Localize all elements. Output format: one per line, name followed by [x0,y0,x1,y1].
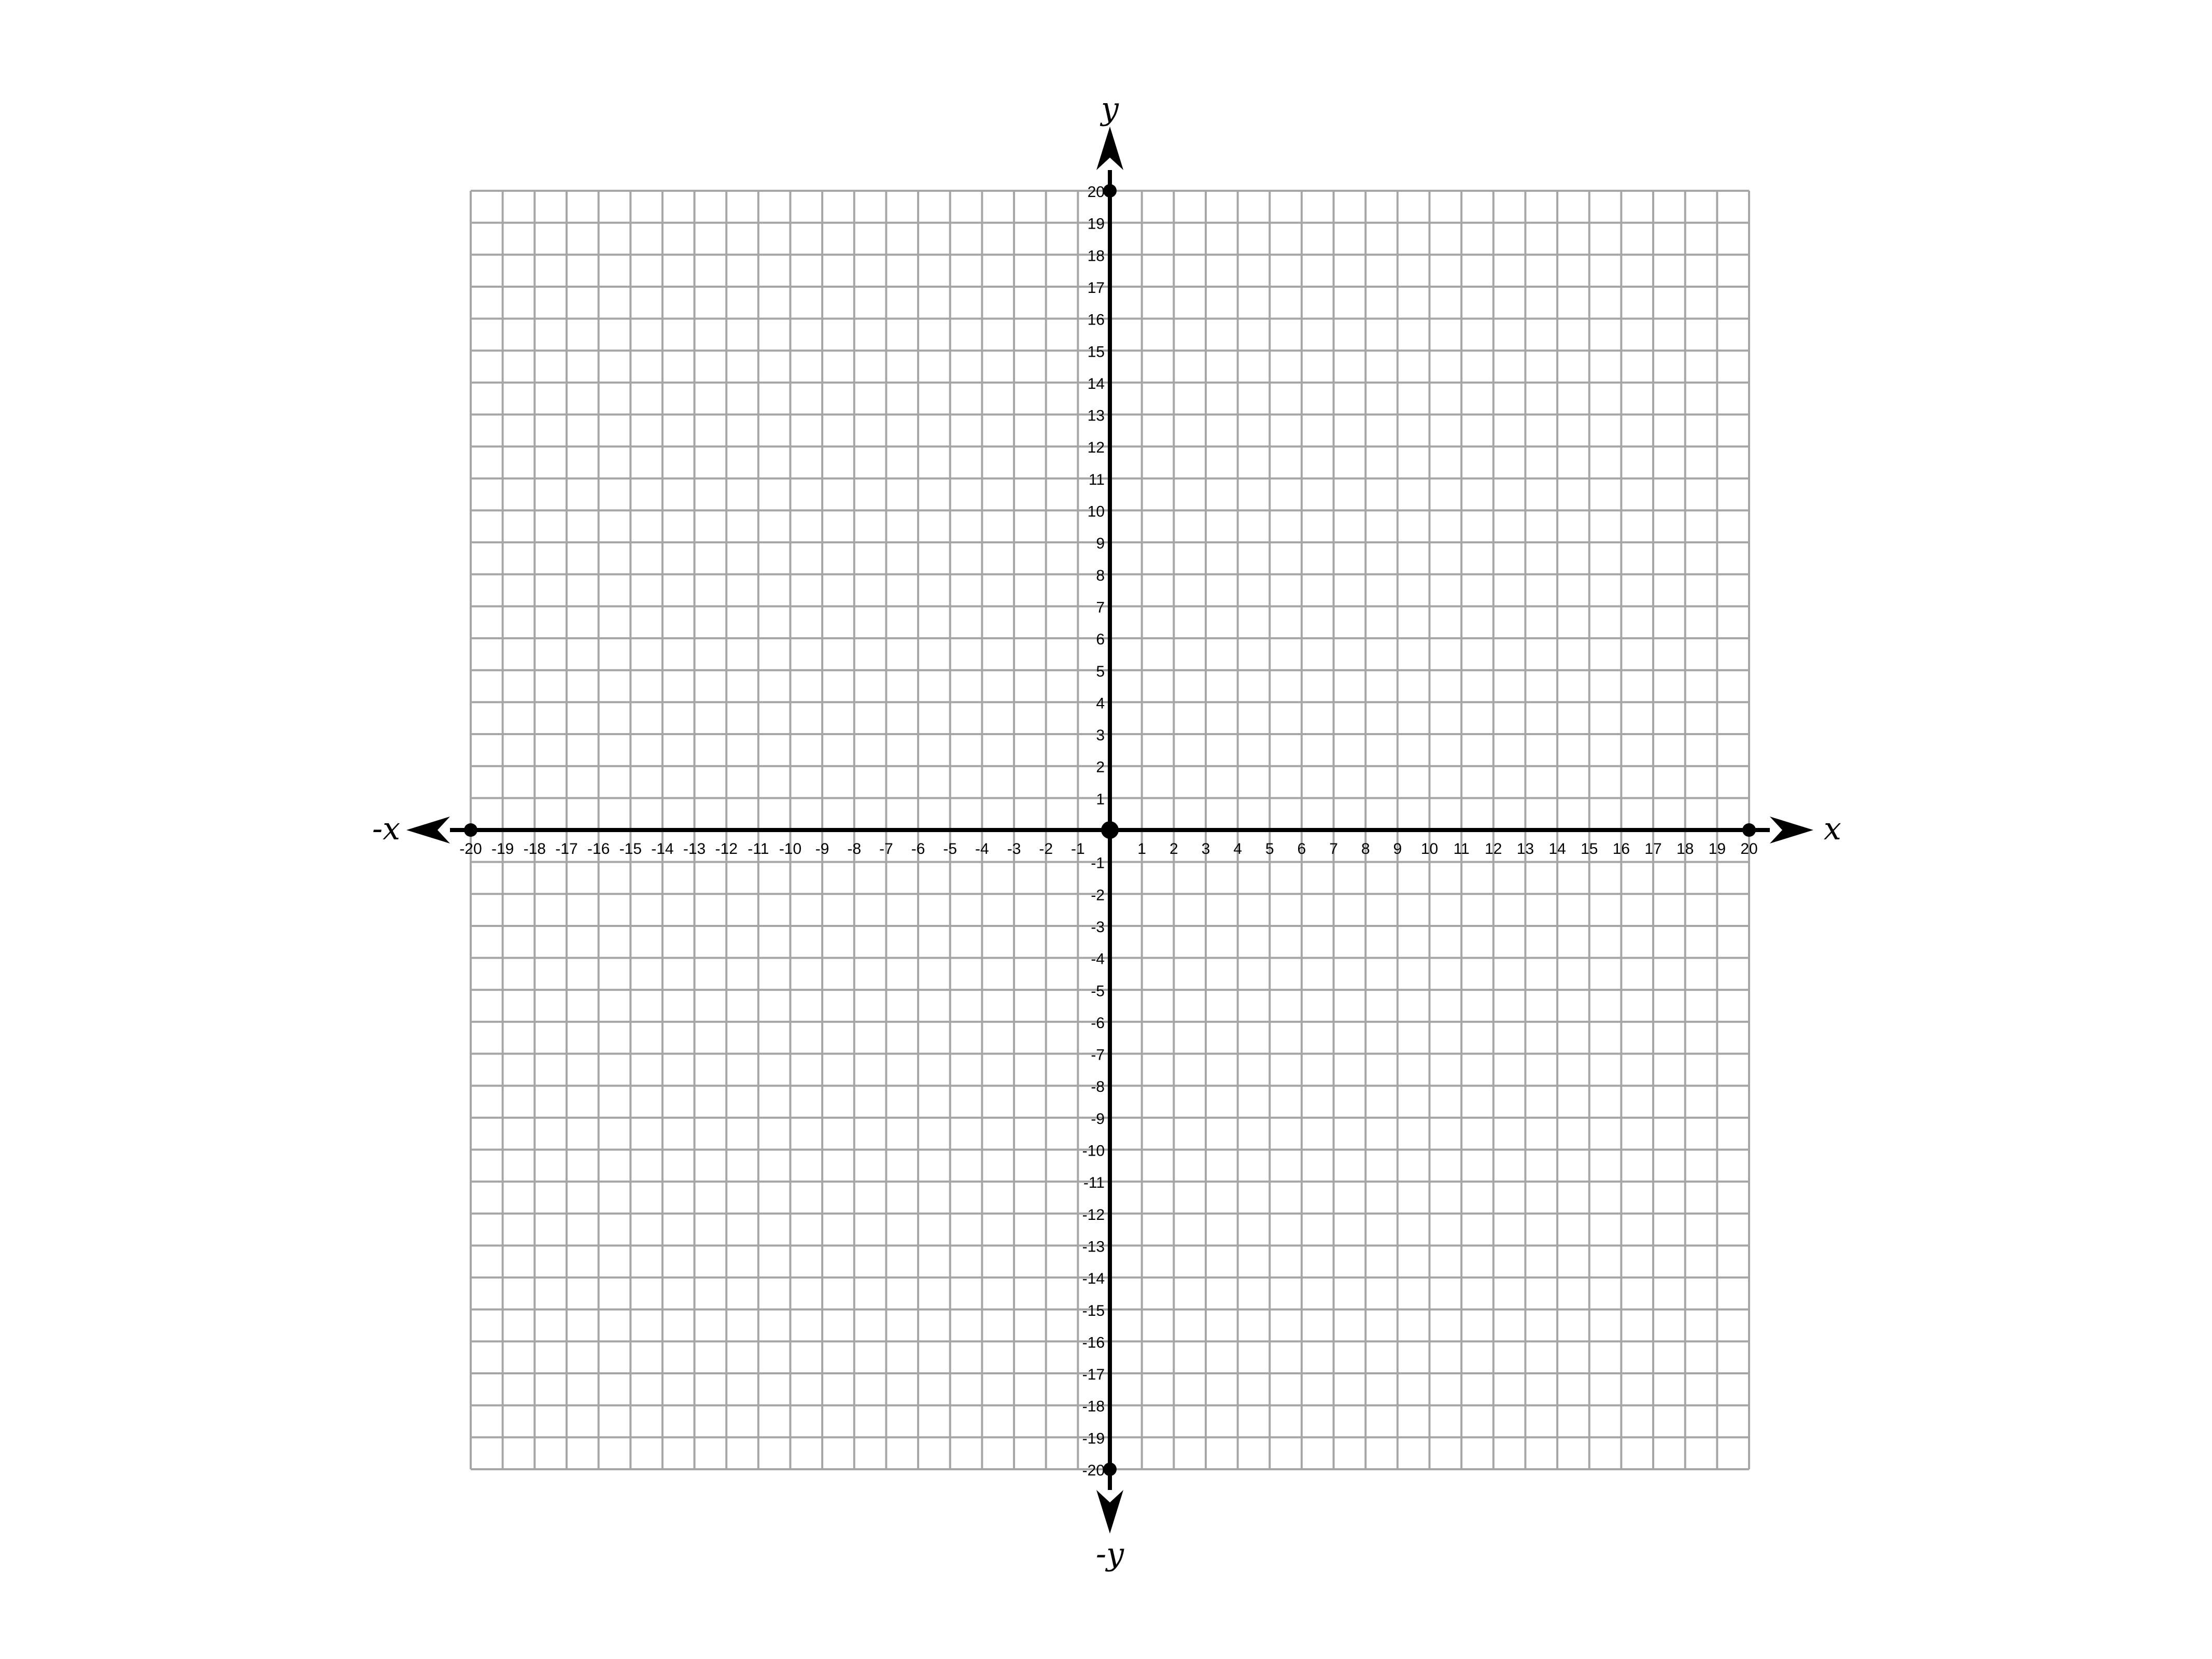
y-tick-label: 13 [1088,407,1105,425]
x-tick-label: -14 [651,840,673,857]
x-tick-label: -19 [491,840,514,857]
x-tick-label: 11 [1454,840,1470,857]
x-tick-label: 13 [1517,840,1534,857]
marked-point [1103,184,1117,198]
x-tick-label: 14 [1548,840,1566,857]
x-tick-label: 4 [1233,840,1242,857]
x-tick-label: 17 [1644,840,1661,857]
x-tick-label: 1 [1137,840,1146,857]
y-tick-label: -17 [1082,1366,1105,1383]
y-tick-label: -8 [1091,1078,1105,1095]
x-tick-label: -6 [911,840,925,857]
x-axis-negative-arrow-icon [406,817,450,843]
x-tick-label: -2 [1039,840,1053,857]
y-tick-label: -10 [1082,1143,1105,1160]
x-tick-label: 7 [1329,840,1338,857]
y-tick-label: 16 [1088,312,1105,329]
axis-names: x -x y -y [372,91,1841,1572]
x-tick-label: -11 [748,840,769,857]
y-tick-label: 6 [1096,631,1105,648]
y-tick-label: 19 [1088,216,1105,233]
x-axis-positive-arrow-icon [1770,817,1813,843]
y-axis-positive-arrow-icon [1096,126,1123,170]
x-tick-label: -4 [975,840,989,857]
x-tick-label: -7 [879,840,893,857]
y-tick-label: -14 [1082,1270,1105,1287]
x-tick-label: 9 [1393,840,1402,857]
x-tick-label: -20 [459,840,482,857]
marked-point [1742,823,1756,837]
y-tick-label: 20 [1088,184,1105,201]
y-tick-label: -9 [1091,1110,1105,1128]
y-tick-label: 11 [1089,471,1105,488]
y-tick-label: -15 [1082,1302,1105,1319]
y-tick-label: -19 [1082,1430,1105,1447]
x-tick-label: -18 [524,840,546,857]
y-tick-label: 10 [1088,503,1105,521]
x-positive-axis-label: x [1824,811,1841,847]
y-tick-label: -13 [1082,1238,1105,1255]
y-tick-label: 2 [1096,759,1105,776]
x-tick-label: 19 [1709,840,1726,857]
x-tick-label: -3 [1007,840,1021,857]
y-tick-label: -6 [1091,1015,1105,1032]
y-tick-label: 1 [1096,791,1105,808]
y-tick-label: 15 [1088,343,1105,360]
x-tick-label: 5 [1265,840,1274,857]
y-tick-label: 8 [1096,567,1105,584]
x-tick-label: 20 [1740,840,1757,857]
y-tick-label: 4 [1096,695,1105,712]
x-tick-label: 8 [1361,840,1370,857]
y-tick-label: -18 [1082,1398,1105,1415]
x-tick-label: -5 [943,840,957,857]
y-tick-label: 18 [1088,247,1105,264]
y-tick-label: 5 [1096,663,1105,680]
x-tick-label: -13 [683,840,706,857]
y-tick-label: 17 [1088,279,1105,297]
x-tick-label: -15 [619,840,642,857]
x-tick-label: -10 [779,840,801,857]
x-tick-label: 15 [1581,840,1598,857]
x-tick-label: -16 [587,840,610,857]
y-tick-label: -16 [1082,1334,1105,1351]
y-tick-label: -7 [1091,1047,1105,1064]
x-tick-label: 10 [1421,840,1438,857]
x-tick-label: -1 [1071,840,1085,857]
y-tick-label: -4 [1091,951,1105,968]
y-tick-label: 9 [1096,535,1105,552]
x-tick-label: 18 [1676,840,1694,857]
x-tick-label: 12 [1485,840,1502,857]
y-positive-axis-label: y [1100,91,1119,127]
y-tick-label: 14 [1088,375,1105,392]
y-tick-label: -11 [1083,1174,1105,1191]
y-tick-label: -1 [1091,855,1105,872]
x-tick-label: 6 [1298,840,1306,857]
tick-labels: -20 -19 -18 -17 -16 -15 -14 -13 -12 -11 -10 -9 -8 -7-… [459,184,1757,1479]
x-tick-label: 3 [1202,840,1210,857]
y-tick-label: 7 [1096,599,1105,616]
x-tick-label: -8 [847,840,861,857]
x-tick-label: -9 [815,840,829,857]
x-negative-axis-label: -x [372,811,400,847]
y-tick-label: -20 [1082,1462,1105,1479]
y-tick-label: -5 [1091,982,1105,1000]
y-negative-axis-label: -y [1096,1536,1124,1572]
x-tick-label: -12 [715,840,738,857]
x-tick-label: -17 [555,840,577,857]
marked-point [1103,1463,1117,1476]
y-tick-label: 3 [1096,727,1105,744]
y-tick-label: -3 [1091,919,1105,936]
x-tick-label: 16 [1613,840,1630,857]
marked-point [1101,821,1119,839]
marked-point [464,823,477,837]
y-tick-label: -2 [1091,887,1105,904]
y-axis-negative-arrow-icon [1096,1490,1123,1534]
x-tick-label: 2 [1170,840,1178,857]
marked-points [464,184,1756,1476]
y-tick-label: 12 [1088,439,1105,456]
y-tick-label: -12 [1082,1206,1105,1224]
